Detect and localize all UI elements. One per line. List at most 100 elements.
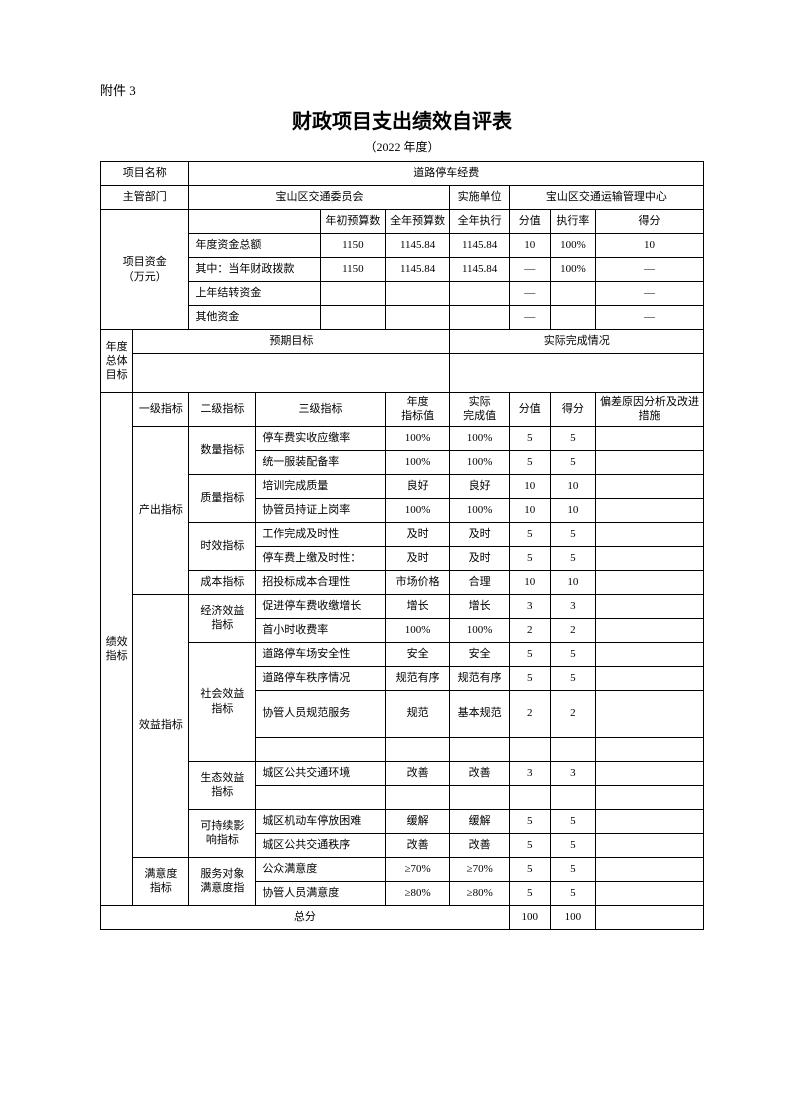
score-cell: 5 xyxy=(509,642,550,666)
cell: — xyxy=(596,306,704,330)
attachment-label: 附件 3 xyxy=(100,80,704,99)
got-cell: 2 xyxy=(550,690,595,737)
l1-cell: 产出指标 xyxy=(133,426,189,594)
cell: 全年执行 xyxy=(450,210,509,234)
col-l1: 一级指标 xyxy=(133,393,189,427)
remark-cell xyxy=(596,642,704,666)
cell: 1145.84 xyxy=(450,258,509,282)
remark-cell xyxy=(596,690,704,737)
target-cell: 增长 xyxy=(385,594,450,618)
remark-cell xyxy=(596,881,704,905)
cell xyxy=(385,306,450,330)
total-remark xyxy=(596,905,704,929)
total-label: 总分 xyxy=(101,905,510,929)
got-cell: 2 xyxy=(550,618,595,642)
cell: 10 xyxy=(596,234,704,258)
remark-cell xyxy=(596,522,704,546)
l3-cell: 促进停车费收缴增长 xyxy=(256,594,385,618)
l2-cell: 成本指标 xyxy=(189,570,256,594)
score-cell: 5 xyxy=(509,881,550,905)
actual-cell: 100% xyxy=(450,618,509,642)
col-got: 得分 xyxy=(550,393,595,427)
fund-label: 项目资金（万元） xyxy=(101,210,189,330)
l3-cell: 城区公共交通秩序 xyxy=(256,833,385,857)
got-cell: 5 xyxy=(550,642,595,666)
fund-row-label: 其中：当年财政拨款 xyxy=(189,258,321,282)
total-score: 100 xyxy=(509,905,550,929)
cell: 1145.84 xyxy=(385,258,450,282)
fund-row-label: 上年结转资金 xyxy=(189,282,321,306)
target-cell: 100% xyxy=(385,618,450,642)
target-cell: 改善 xyxy=(385,761,450,785)
score-cell: 2 xyxy=(509,618,550,642)
cell: 1145.84 xyxy=(385,234,450,258)
actual-cell: 基本规范 xyxy=(450,690,509,737)
actual-cell xyxy=(450,737,509,761)
col-target: 年度指标值 xyxy=(385,393,450,427)
remark-cell xyxy=(596,570,704,594)
score-cell: 5 xyxy=(509,857,550,881)
remark-cell xyxy=(596,594,704,618)
target-cell: ≥70% xyxy=(385,857,450,881)
score-cell: 10 xyxy=(509,570,550,594)
l3-cell: 统一服装配备率 xyxy=(256,450,385,474)
target-cell: 及时 xyxy=(385,546,450,570)
target-cell: 市场价格 xyxy=(385,570,450,594)
goal-label: 年度总体目标 xyxy=(101,330,133,393)
score-cell: 5 xyxy=(509,809,550,833)
l3-cell: 招投标成本合理性 xyxy=(256,570,385,594)
total-got: 100 xyxy=(550,905,595,929)
target-cell xyxy=(385,785,450,809)
cell xyxy=(450,306,509,330)
score-cell: 2 xyxy=(509,690,550,737)
got-cell: 5 xyxy=(550,857,595,881)
remark-cell xyxy=(596,666,704,690)
actual-cell: 安全 xyxy=(450,642,509,666)
score-cell: 5 xyxy=(509,426,550,450)
got-cell: 5 xyxy=(550,666,595,690)
actual-cell: 100% xyxy=(450,498,509,522)
cell xyxy=(321,306,386,330)
l2-cell: 经济效益指标 xyxy=(189,594,256,642)
remark-cell xyxy=(596,857,704,881)
cell: 1150 xyxy=(321,258,386,282)
l2-cell: 数量指标 xyxy=(189,426,256,474)
actual-cell: 100% xyxy=(450,450,509,474)
cell xyxy=(385,282,450,306)
l2-cell: 可持续影响指标 xyxy=(189,809,256,857)
score-cell: 3 xyxy=(509,594,550,618)
score-cell: 5 xyxy=(509,666,550,690)
got-cell: 3 xyxy=(550,761,595,785)
got-cell: 5 xyxy=(550,522,595,546)
got-cell: 5 xyxy=(550,881,595,905)
indicator-label: 绩效指标 xyxy=(101,393,133,906)
col-score: 分值 xyxy=(509,393,550,427)
impl-dept-value: 宝山区交通运输管理中心 xyxy=(509,186,703,210)
goal-actual-label: 实际完成情况 xyxy=(450,330,704,354)
col-l3: 三级指标 xyxy=(256,393,385,427)
cell: 全年预算数 xyxy=(385,210,450,234)
score-cell: 5 xyxy=(509,546,550,570)
target-cell: 100% xyxy=(385,498,450,522)
l3-cell: 公众满意度 xyxy=(256,857,385,881)
project-name-label: 项目名称 xyxy=(101,162,189,186)
got-cell: 10 xyxy=(550,570,595,594)
l3-cell: 城区机动车停放困难 xyxy=(256,809,385,833)
score-cell: 5 xyxy=(509,522,550,546)
l3-cell: 首小时收费率 xyxy=(256,618,385,642)
score-cell: 3 xyxy=(509,761,550,785)
cell: — xyxy=(509,258,550,282)
remark-cell xyxy=(596,546,704,570)
l3-cell: 城区公共交通环境 xyxy=(256,761,385,785)
cell xyxy=(550,306,595,330)
actual-cell: 缓解 xyxy=(450,809,509,833)
col-actual: 实际完成值 xyxy=(450,393,509,427)
remark-cell xyxy=(596,474,704,498)
cell xyxy=(450,282,509,306)
cell: 得分 xyxy=(596,210,704,234)
cell: 执行率 xyxy=(550,210,595,234)
actual-cell: ≥70% xyxy=(450,857,509,881)
target-cell: 改善 xyxy=(385,833,450,857)
got-cell: 10 xyxy=(550,498,595,522)
l2-cell: 质量指标 xyxy=(189,474,256,522)
